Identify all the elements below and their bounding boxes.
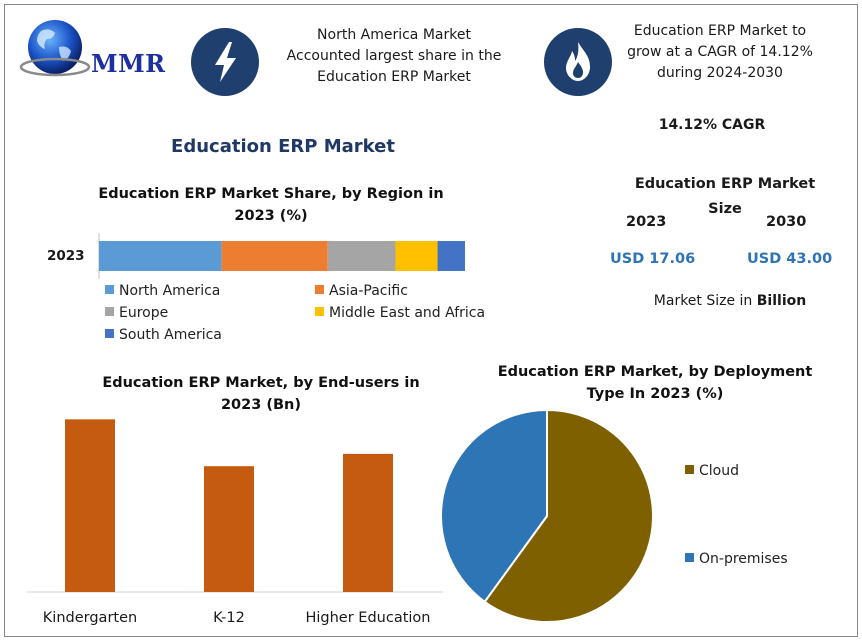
bar-segment-europe [327,241,396,271]
bar-kindergarten [65,419,115,592]
legend-item-cloud: Cloud [685,463,739,479]
legend-item-north-america: North America [105,283,220,299]
legend-label: Europe [119,305,169,321]
legend-label-cloud: Cloud [699,463,739,479]
value-2030: USD 43.00 [747,251,833,267]
highlight-line: grow at a CAGR of 14.12% [627,44,813,60]
bar-segment-middle-east-and-africa [395,241,438,271]
pie-slice-on-premises [440,408,548,604]
market-size-title-line: Education ERP Market [634,176,816,192]
region-chart-title-line: 2023 (%) [234,208,308,224]
region-chart-title: Education ERP Market Share, by Region in… [81,183,461,227]
legend-item-on-premises: On-premises [685,551,788,567]
highlight-line: North America Market [317,27,471,43]
legend-item-europe: Europe [105,305,168,321]
legend-swatch-cloud [685,465,694,474]
enduser-chart-title: Education ERP Market, by End-users in 20… [51,372,471,416]
bar-higher-education [343,453,393,592]
enduser-chart-title-line: 2023 (Bn) [220,397,302,413]
legend-label: North America [119,283,221,299]
enduser-chart-title-line: Education ERP Market, by End-users in [102,375,420,391]
main-title: Education ERP Market [171,136,395,157]
market-size-note-prefix: Market Size in [653,293,757,309]
deployment-pie-chart [440,408,654,623]
legend-label: Asia-Pacific [329,283,408,299]
year-2023: 2023 [626,214,667,230]
cagr-label: 14.12% CAGR [658,117,766,133]
legend-item-south-america: South America [105,327,222,343]
pie-slice-cloud [483,408,654,623]
highlight-north-america: North America Market Accounted largest s… [269,25,519,88]
legend-swatch [105,285,114,294]
legend-swatch-on-premises [685,553,694,562]
logo-text: MMR [91,49,166,78]
flame-icon [566,42,590,81]
highlight-line: during 2024-2030 [657,65,783,81]
legend-swatch [105,307,114,316]
market-size-title-line: Size [708,201,742,217]
legend-label: South America [119,327,222,343]
region-category-label: 2023 [47,248,85,264]
bar-segment-asia-pacific [221,241,328,271]
legend-label-on-premises: On-premises [699,551,788,567]
lightning-icon [215,42,236,82]
bar-segment-north-america [99,241,222,271]
legend-label: Middle East and Africa [329,305,486,321]
x-tick-label: Higher Education [305,610,430,626]
market-size-note-unit: Billion [756,293,807,309]
x-tick-label: Kindergarten [43,610,137,626]
bar-segment-south-america [437,241,465,271]
globe-icon [19,20,91,77]
lightning-badge [191,28,259,96]
legend-swatch [105,329,114,338]
deployment-chart-title-line: Type In 2023 (%) [586,386,724,402]
highlight-cagr: Education ERP Market to grow at a CAGR o… [611,21,829,84]
enduser-bar-chart: Kindergarten K-12 Higher Education [27,419,443,626]
legend-item-asia-pacific: Asia-Pacific [315,283,408,299]
x-tick-label: K-12 [213,610,245,626]
legend-swatch [315,307,324,316]
legend-swatch [315,285,324,294]
highlight-line: Accounted largest share in the [286,48,502,64]
deployment-chart-title-line: Education ERP Market, by Deployment [497,364,813,380]
region-stacked-bar-chart [98,233,465,279]
market-size-title: Education ERP Market Size [615,172,835,222]
flame-badge [544,28,612,96]
highlight-line: Education ERP Market [317,69,471,85]
region-chart-title-line: Education ERP Market Share, by Region in [98,186,444,202]
highlight-line: Education ERP Market to [633,23,807,39]
deployment-chart-title: Education ERP Market, by Deployment Type… [477,361,833,405]
year-2030: 2030 [766,214,807,230]
market-size-note: Market Size in Billion [605,293,855,309]
bar-k-12 [204,466,254,592]
infographic-frame: MMR North America Market Accounted large… [4,4,858,637]
legend-item-middle-east-and-africa: Middle East and Africa [315,305,485,321]
value-2023: USD 17.06 [610,251,696,267]
